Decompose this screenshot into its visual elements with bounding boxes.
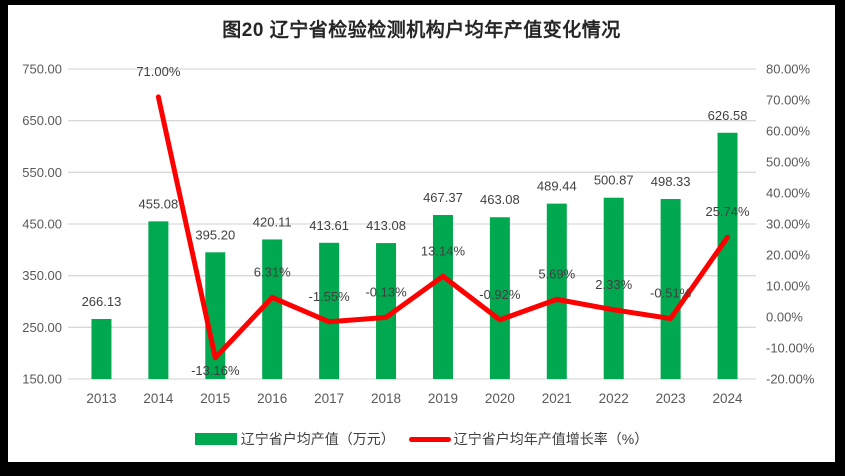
line-data-label: 5.69%: [538, 266, 575, 281]
line-data-label: 6.31%: [254, 264, 291, 279]
left-axis-tick-label: 150.00: [22, 372, 62, 387]
line-data-label: 25.74%: [705, 204, 750, 219]
bar-2019: [432, 215, 453, 379]
right-axis-tick-label: -20.00%: [766, 372, 815, 387]
right-axis-tick-label: 40.00%: [766, 186, 811, 201]
right-axis-tick-label: 50.00%: [766, 155, 811, 170]
right-axis-tick-label: 80.00%: [766, 62, 811, 77]
x-axis-label: 2023: [656, 391, 686, 406]
line-data-label: -0.13%: [365, 284, 407, 299]
x-axis-label: 2020: [485, 391, 515, 406]
right-axis-tick-label: 30.00%: [766, 217, 811, 232]
line-series-swatch: [408, 436, 451, 442]
bar-data-label: 455.08: [138, 196, 178, 211]
bar-2020: [489, 217, 510, 379]
x-axis-label: 2024: [713, 391, 744, 406]
right-axis-tick-label: 20.00%: [766, 248, 811, 263]
bar-2014: [148, 221, 169, 379]
right-axis-tick-label: 70.00%: [766, 93, 811, 108]
bar-series-swatch: [194, 433, 237, 445]
bar-2021: [546, 203, 567, 379]
growth-rate-line: [155, 94, 731, 361]
left-axis-tick-label: 350.00: [22, 268, 62, 283]
legend-label-bar-series: 辽宁省户均产值（万元）: [240, 431, 395, 447]
left-axis-tick-label: 750.00: [22, 62, 62, 77]
line-data-label: -0.51%: [650, 286, 692, 301]
bar-data-label: 489.44: [537, 179, 577, 194]
x-axis-label: 2018: [371, 391, 401, 406]
x-axis-label: 2019: [428, 391, 458, 406]
line-data-label: 71.00%: [136, 64, 181, 79]
bar-2013: [91, 318, 112, 379]
legend-item-bar-series: 辽宁省户均产值（万元）: [194, 429, 395, 449]
bar-data-label: 395.20: [195, 227, 235, 242]
bar-data-label: 420.11: [253, 214, 292, 229]
left-axis-tick-label: 450.00: [22, 217, 62, 232]
line-data-label: 2.33%: [595, 277, 632, 292]
x-axis-label: 2017: [314, 391, 344, 406]
legend-item-line-series: 辽宁省户均年产值增长率（%）: [408, 429, 649, 449]
line-data-label: -1.55%: [309, 289, 351, 304]
x-axis-label: 2022: [599, 391, 629, 406]
bar-2023: [660, 199, 681, 379]
bar-2016: [262, 239, 283, 379]
left-axis-tick-label: 550.00: [22, 165, 62, 180]
bar-data-label: 467.37: [423, 190, 463, 205]
bar-data-label: 500.87: [594, 173, 634, 188]
chart-title: 图20 辽宁省检验检测机构户均年产值变化情况: [222, 20, 621, 41]
combo-chart: 750.00 650.00 550.00 450.00 350.00 250.00 150.…: [22, 62, 815, 407]
bar-data-label: 413.08: [366, 218, 406, 233]
line-data-label: -13.16%: [191, 363, 240, 378]
right-axis-tick-label: 60.00%: [766, 124, 811, 139]
bar-data-label: 626.58: [708, 108, 748, 123]
right-axis-tick-label: 10.00%: [766, 279, 811, 294]
bar-2017: [319, 242, 340, 379]
bar-2018: [376, 243, 397, 379]
x-axis-label: 2021: [542, 391, 572, 406]
legend-label-line-series: 辽宁省户均年产值增长率（%）: [453, 431, 649, 447]
bar-2022: [603, 197, 624, 379]
x-axis-label: 2014: [143, 391, 174, 406]
line-data-label: 13.14%: [421, 243, 466, 258]
legend: 辽宁省户均产值（万元） 辽宁省户均年产值增长率（%）: [8, 429, 835, 449]
bar-2024: [717, 132, 738, 379]
left-axis-tick-label: 650.00: [22, 113, 62, 128]
left-axis-tick-label: 250.00: [22, 320, 62, 335]
x-axis-label: 2013: [86, 391, 116, 406]
bar-data-label: 266.13: [82, 294, 122, 309]
x-axis-label: 2016: [257, 391, 287, 406]
bar-2015: [205, 252, 226, 379]
bar-data-label: 498.33: [651, 174, 691, 189]
line-data-label: -0.92%: [479, 287, 521, 302]
bar-data-label: 463.08: [480, 192, 520, 207]
bar-data-label: 413.61: [309, 218, 349, 233]
right-axis-tick-label: -10.00%: [766, 341, 815, 356]
chart-canvas: 图20 辽宁省检验检测机构户均年产值变化情况 750.00 650.00 550.0…: [8, 5, 835, 462]
x-axis-label: 2015: [200, 391, 230, 406]
right-axis-tick-label: 0.00%: [766, 310, 803, 325]
